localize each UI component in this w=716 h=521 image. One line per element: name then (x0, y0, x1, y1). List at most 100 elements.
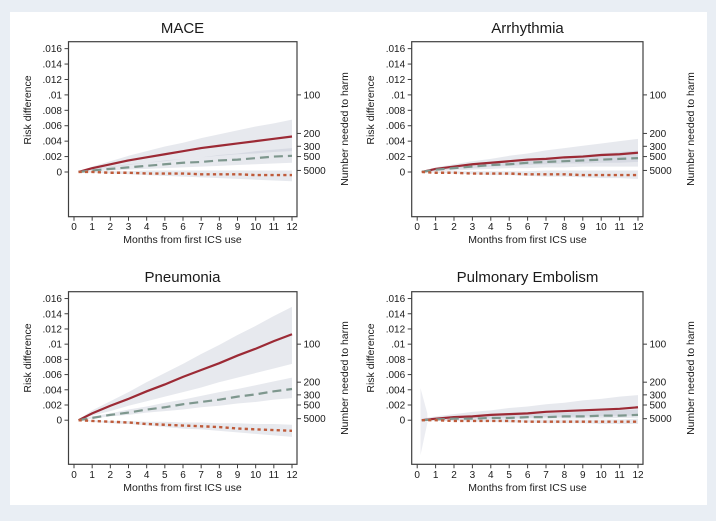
y-tick-label: .004 (43, 385, 63, 396)
y-tick-label: .016 (43, 294, 63, 305)
y-tick-label: .002 (386, 152, 406, 163)
x-tick-label: 7 (543, 470, 549, 481)
x-tick-label: 2 (108, 222, 114, 233)
x-tick-label: 4 (488, 222, 494, 233)
x-tick-label: 0 (414, 222, 420, 233)
x-tick-label: 10 (596, 470, 608, 481)
x-tick-label: 2 (451, 222, 457, 233)
x-tick-label: 6 (180, 222, 186, 233)
x-axis-label: Months from first ICS use (123, 234, 242, 246)
right-tick-label: 200 (304, 129, 321, 140)
confidence-band-solid-dark-red (421, 395, 638, 421)
x-tick-label: 6 (525, 222, 531, 233)
x-tick-label: 1 (89, 222, 95, 233)
series-line-solid-dark-red (78, 135, 293, 174)
right-tick-label: 500 (650, 400, 667, 411)
y-tick-label: .008 (386, 355, 406, 366)
x-tick-label: 4 (144, 470, 150, 481)
x-tick-label: 2 (108, 470, 114, 481)
right-tick-label: 300 (304, 142, 321, 153)
y-tick-label: .006 (43, 370, 63, 381)
series-line-dashed-gray-green (78, 154, 293, 174)
right-tick-label: 100 (650, 340, 667, 351)
x-tick-label: 12 (632, 222, 644, 233)
right-tick-label: 300 (304, 390, 321, 401)
y-axis-label-left: Risk difference (365, 323, 377, 393)
y-tick-label: .004 (43, 137, 63, 148)
y-tick-label: .01 (48, 90, 62, 101)
series-line-dashed-gray-green (421, 157, 639, 174)
x-tick-label: 4 (488, 470, 494, 481)
x-tick-label: 5 (506, 470, 512, 481)
series-line-dashed-gray-green (78, 387, 293, 422)
right-tick-label: 500 (304, 400, 321, 411)
panel-title-mace: MACE (160, 20, 205, 37)
y-tick-label: .012 (386, 75, 406, 86)
right-tick-label: 100 (304, 340, 321, 351)
y-tick-label: .01 (391, 90, 405, 101)
x-tick-label: 4 (144, 222, 150, 233)
x-tick-label: 9 (235, 222, 241, 233)
y-tick-label: .006 (43, 121, 63, 132)
y-tick-label: .014 (386, 60, 406, 71)
y-axis-label-left: Risk difference (365, 75, 377, 145)
x-tick-label: 12 (286, 222, 298, 233)
x-tick-label: 11 (269, 470, 280, 481)
x-tick-label: 1 (89, 470, 95, 481)
x-tick-label: 10 (250, 222, 262, 233)
y-tick-label: .002 (386, 400, 406, 411)
y-tick-label: .008 (43, 355, 63, 366)
y-axis-label-right: Number needed to harm (685, 72, 697, 186)
x-tick-label: 5 (506, 222, 512, 233)
y-tick-label: .008 (386, 106, 406, 117)
x-tick-label: 10 (250, 470, 262, 481)
panel-title-arrhythmia: Arrhythmia (491, 20, 564, 37)
right-tick-label: 5000 (304, 166, 327, 177)
y-tick-label: .016 (386, 294, 406, 305)
initial-confidence-band (420, 388, 428, 456)
x-tick-label: 7 (543, 222, 549, 233)
y-tick-label: 0 (56, 416, 62, 427)
panel-title-pneumonia: Pneumonia (144, 269, 221, 286)
y-tick-label: .016 (386, 44, 406, 55)
series-line-dotted-orange (78, 170, 292, 177)
x-tick-label: 11 (614, 470, 625, 481)
y-tick-label: .012 (43, 324, 63, 335)
series-line-dashed-gray-green (421, 413, 639, 422)
x-tick-label: 0 (71, 222, 77, 233)
plot-border (411, 291, 644, 465)
confidence-band-dashed-gray-green (78, 377, 293, 421)
y-tick-label: .006 (386, 370, 406, 381)
y-tick-label: 0 (56, 167, 62, 178)
y-axis-label-right: Number needed to harm (339, 72, 351, 186)
x-tick-label: 1 (433, 222, 439, 233)
right-tick-label: 100 (650, 90, 667, 101)
x-tick-label: 1 (433, 470, 439, 481)
x-tick-label: 8 (562, 470, 568, 481)
x-tick-label: 6 (180, 470, 186, 481)
x-tick-label: 3 (470, 222, 476, 233)
y-tick-label: 0 (400, 416, 406, 427)
x-tick-label: 0 (71, 470, 77, 481)
right-tick-label: 100 (304, 90, 321, 101)
x-tick-label: 5 (162, 470, 168, 481)
right-tick-label: 300 (650, 390, 667, 401)
right-tick-label: 200 (650, 129, 667, 140)
y-axis-label-left: Risk difference (22, 75, 34, 145)
series-line-dotted-orange (421, 170, 638, 177)
x-axis-label: Months from first ICS use (468, 234, 587, 246)
y-tick-label: .002 (43, 400, 63, 411)
x-tick-label: 12 (632, 470, 644, 481)
x-tick-label: 3 (470, 470, 476, 481)
series-line-solid-dark-red (421, 151, 639, 174)
confidence-band-dashed-gray-green (421, 409, 638, 421)
x-tick-label: 8 (562, 222, 568, 233)
right-tick-label: 5000 (650, 166, 673, 177)
y-tick-label: .008 (43, 106, 63, 117)
x-axis-label: Months from first ICS use (468, 482, 587, 494)
x-tick-label: 0 (414, 470, 420, 481)
x-tick-label: 6 (525, 470, 531, 481)
right-tick-label: 300 (650, 142, 667, 153)
y-tick-label: .012 (386, 324, 406, 335)
